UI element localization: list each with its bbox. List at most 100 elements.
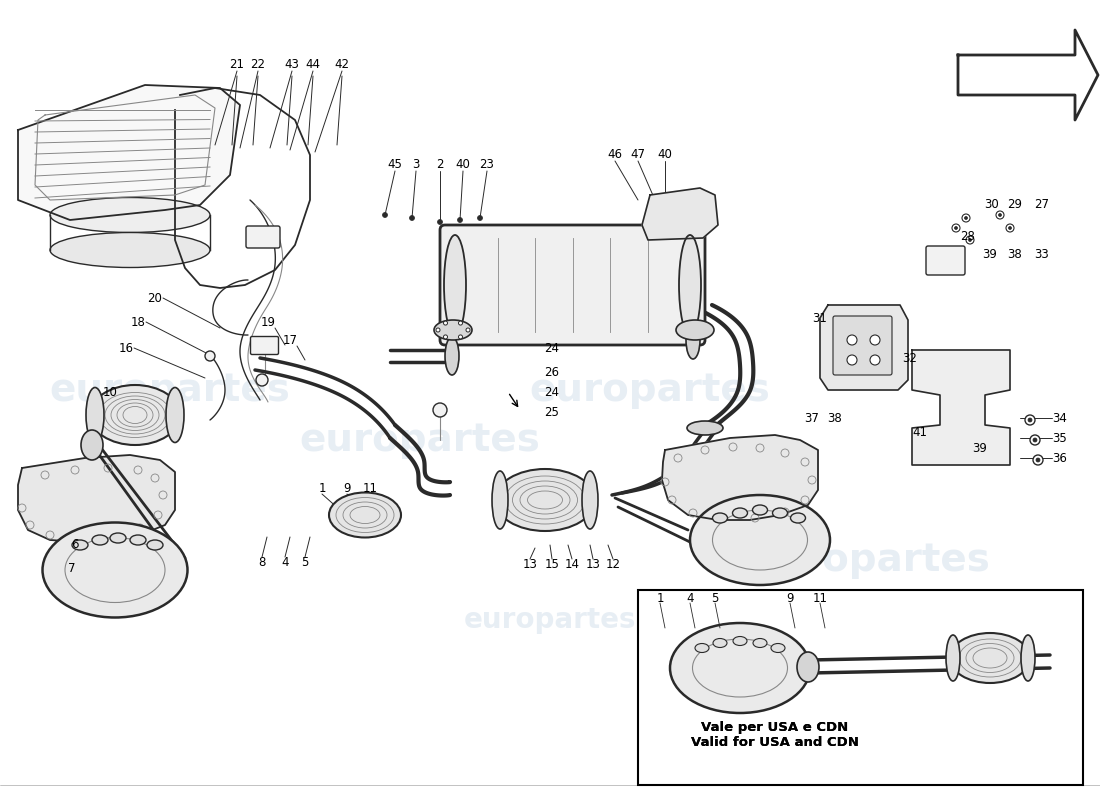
Text: 41: 41 [913, 426, 927, 438]
Ellipse shape [688, 421, 723, 435]
Ellipse shape [72, 540, 88, 550]
Text: 5: 5 [301, 555, 309, 569]
Ellipse shape [950, 633, 1030, 683]
Text: 38: 38 [1008, 249, 1022, 262]
Circle shape [443, 321, 448, 325]
Ellipse shape [791, 513, 805, 523]
Text: 42: 42 [334, 58, 350, 71]
Ellipse shape [679, 235, 701, 335]
Ellipse shape [772, 508, 788, 518]
Ellipse shape [446, 337, 459, 375]
Circle shape [443, 335, 448, 339]
Circle shape [458, 218, 462, 222]
FancyBboxPatch shape [926, 246, 965, 275]
Circle shape [847, 355, 857, 365]
Circle shape [1028, 418, 1032, 422]
Ellipse shape [50, 198, 210, 233]
Ellipse shape [752, 505, 768, 515]
Text: 7: 7 [68, 562, 76, 574]
Circle shape [383, 213, 387, 218]
Text: 14: 14 [564, 558, 580, 571]
Ellipse shape [86, 387, 104, 442]
Ellipse shape [92, 535, 108, 545]
Text: 23: 23 [480, 158, 494, 171]
Ellipse shape [733, 508, 748, 518]
Polygon shape [18, 455, 175, 542]
Polygon shape [820, 305, 908, 390]
Ellipse shape [686, 321, 700, 359]
Ellipse shape [946, 635, 960, 681]
Circle shape [952, 224, 960, 232]
Ellipse shape [166, 387, 184, 442]
Circle shape [962, 214, 970, 222]
Text: Vale per USA e CDN: Vale per USA e CDN [702, 722, 848, 734]
Ellipse shape [771, 643, 785, 653]
Text: 47: 47 [630, 149, 646, 162]
Circle shape [436, 328, 440, 332]
Circle shape [999, 214, 1001, 217]
Text: 39: 39 [972, 442, 988, 454]
Circle shape [1030, 435, 1040, 445]
Circle shape [438, 219, 442, 225]
Ellipse shape [713, 513, 727, 523]
Text: 45: 45 [387, 158, 403, 171]
Polygon shape [958, 30, 1098, 120]
Ellipse shape [1021, 635, 1035, 681]
Text: 10: 10 [102, 386, 118, 398]
Text: 30: 30 [984, 198, 1000, 211]
Text: 5: 5 [712, 591, 718, 605]
Ellipse shape [147, 540, 163, 550]
Ellipse shape [492, 471, 508, 529]
Text: 37: 37 [804, 411, 820, 425]
Text: 35: 35 [1053, 431, 1067, 445]
Circle shape [1025, 415, 1035, 425]
Ellipse shape [733, 637, 747, 646]
Text: 2: 2 [437, 158, 443, 171]
Circle shape [965, 217, 968, 219]
Text: 39: 39 [982, 249, 998, 262]
Text: 9: 9 [343, 482, 351, 494]
Ellipse shape [130, 535, 146, 545]
Text: 26: 26 [544, 366, 560, 378]
Ellipse shape [495, 469, 595, 531]
Circle shape [996, 211, 1004, 219]
Polygon shape [662, 435, 818, 520]
Text: europartes: europartes [299, 421, 540, 459]
Text: 31: 31 [813, 311, 827, 325]
Text: 33: 33 [1035, 249, 1049, 262]
Polygon shape [642, 188, 718, 240]
Ellipse shape [43, 522, 187, 618]
Text: 17: 17 [283, 334, 297, 346]
Text: 4: 4 [282, 555, 288, 569]
Text: 38: 38 [827, 411, 843, 425]
Text: europartes: europartes [529, 371, 770, 409]
Circle shape [1033, 455, 1043, 465]
Circle shape [1036, 458, 1040, 462]
Circle shape [466, 328, 470, 332]
Text: 18: 18 [131, 315, 145, 329]
Circle shape [205, 351, 214, 361]
Circle shape [955, 226, 957, 230]
Text: 46: 46 [607, 149, 623, 162]
Polygon shape [912, 350, 1010, 465]
FancyBboxPatch shape [246, 226, 280, 248]
Ellipse shape [110, 533, 126, 543]
Text: 19: 19 [261, 315, 275, 329]
FancyBboxPatch shape [833, 316, 892, 375]
Ellipse shape [754, 638, 767, 647]
Text: 12: 12 [605, 558, 620, 571]
Text: europartes: europartes [749, 541, 990, 579]
Text: 27: 27 [1034, 198, 1049, 211]
Text: 32: 32 [903, 351, 917, 365]
Text: 40: 40 [658, 149, 672, 162]
Text: 29: 29 [1008, 198, 1023, 211]
Text: 20: 20 [147, 291, 163, 305]
Text: 15: 15 [544, 558, 560, 571]
Text: 1: 1 [657, 591, 663, 605]
Text: 16: 16 [119, 342, 133, 354]
Text: 3: 3 [412, 158, 420, 171]
Text: 13: 13 [585, 558, 601, 571]
Text: 11: 11 [363, 482, 377, 494]
Polygon shape [18, 85, 240, 220]
Circle shape [870, 335, 880, 345]
